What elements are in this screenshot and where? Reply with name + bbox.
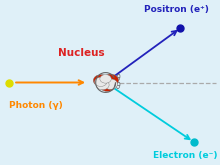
Circle shape (95, 77, 107, 86)
Circle shape (103, 79, 117, 89)
Circle shape (99, 80, 115, 91)
Text: θ: θ (116, 74, 120, 83)
Circle shape (97, 76, 114, 89)
Circle shape (100, 75, 111, 83)
Text: θ: θ (116, 82, 120, 91)
Circle shape (96, 80, 109, 90)
Text: Photon (γ): Photon (γ) (9, 101, 62, 110)
Circle shape (102, 74, 119, 86)
Circle shape (93, 75, 109, 86)
Text: Positron (e⁺): Positron (e⁺) (144, 5, 208, 14)
Text: Electron (e⁻): Electron (e⁻) (152, 151, 217, 160)
Text: Nucleus: Nucleus (58, 48, 105, 58)
